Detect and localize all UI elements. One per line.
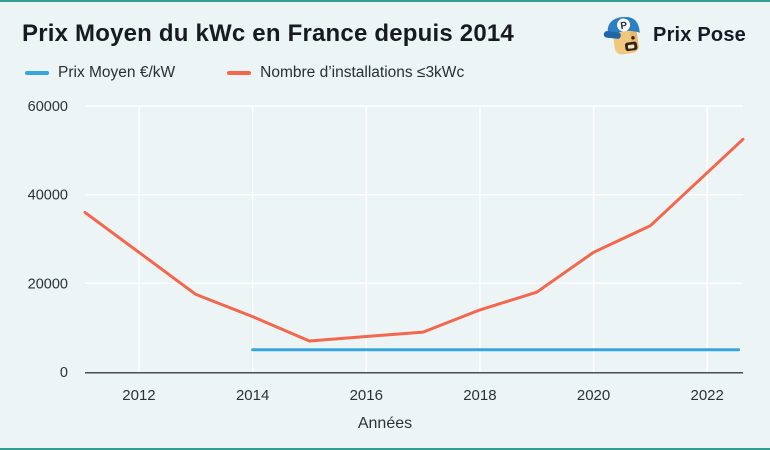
- y-tick-label: 0: [60, 365, 68, 381]
- legend-item-prix-moyen[interactable]: Prix Moyen €/kW: [25, 64, 175, 82]
- x-tick-label: 2022: [691, 387, 724, 404]
- legend-swatch-blue: [25, 71, 49, 75]
- accent-top-bar: [0, 0, 770, 2]
- x-tick-label: 2012: [122, 387, 155, 404]
- x-tick-label: 2018: [463, 387, 496, 404]
- x-axis-title: Années: [357, 415, 413, 432]
- chart-title: Prix Moyen du kWc en France depuis 2014: [22, 20, 514, 47]
- x-tick-label: 2016: [350, 387, 383, 404]
- y-tick-label: 20000: [28, 276, 68, 292]
- legend-label: Prix Moyen €/kW: [58, 64, 176, 81]
- prixpose-mascot-icon: P: [603, 16, 640, 55]
- series-line-installations: [83, 137, 745, 343]
- accent-bottom-bar: [0, 448, 770, 450]
- legend-label: Nombre d’installations ≤3kWc: [260, 64, 465, 81]
- x-tick-label: 2020: [577, 387, 610, 404]
- svg-text:P: P: [620, 20, 628, 32]
- legend-swatch-orange: [227, 71, 252, 75]
- y-tick-label: 40000: [28, 188, 68, 204]
- y-tick-label: 60000: [28, 99, 68, 115]
- legend-item-installations[interactable]: Nombre d’installations ≤3kWc: [227, 64, 464, 82]
- x-tick-label: 2014: [236, 387, 269, 404]
- brand-logo: P Prix Pose: [602, 12, 746, 58]
- brand-name: Prix Pose: [653, 23, 746, 46]
- chart-legend: Prix Moyen €/kW Nombre d’installations ≤…: [25, 64, 464, 82]
